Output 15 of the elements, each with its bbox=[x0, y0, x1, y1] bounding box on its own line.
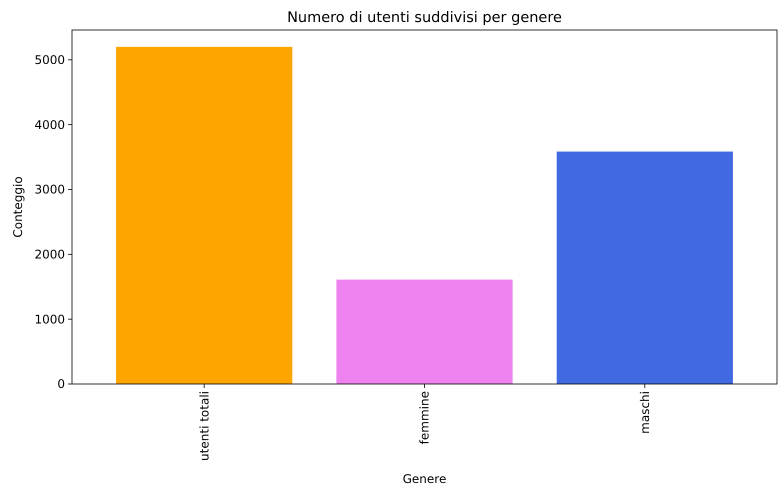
bar bbox=[336, 280, 513, 384]
x-axis-title: Genere bbox=[402, 472, 446, 486]
y-tick-label: 3000 bbox=[34, 182, 65, 197]
y-tick-label: 5000 bbox=[34, 53, 65, 68]
y-tick-label: 4000 bbox=[34, 118, 65, 132]
bar bbox=[556, 152, 733, 384]
y-tick-label: 0 bbox=[57, 377, 65, 392]
bar bbox=[116, 46, 292, 384]
y-axis-title: Conteggio bbox=[11, 176, 25, 238]
x-tick-label: utenti totali bbox=[197, 391, 212, 461]
chart-title: Numero di utenti suddivisi per genere bbox=[287, 10, 562, 26]
x-tick-label: femmine bbox=[418, 391, 432, 444]
y-tick-label: 1000 bbox=[34, 312, 65, 326]
x-tick-label: maschi bbox=[638, 391, 652, 434]
y-tick-label: 2000 bbox=[34, 248, 65, 262]
